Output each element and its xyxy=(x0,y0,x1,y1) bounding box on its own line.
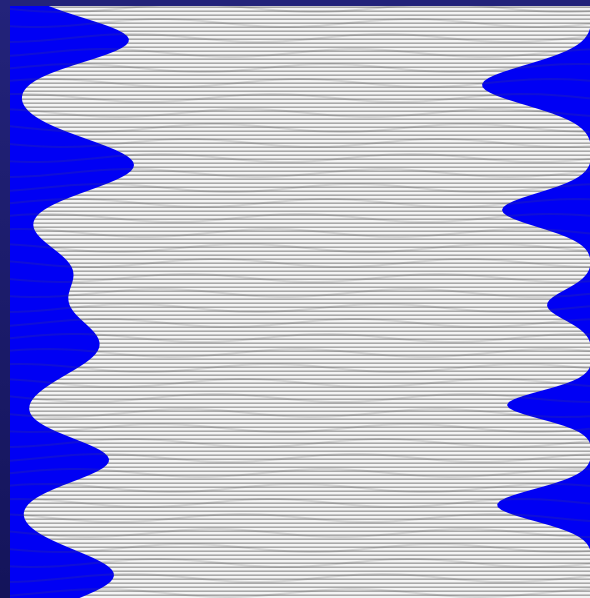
scene xyxy=(10,0,590,598)
page: (() => { const data = JSON.parse(documen… xyxy=(0,0,590,598)
abstract-image xyxy=(0,0,590,598)
